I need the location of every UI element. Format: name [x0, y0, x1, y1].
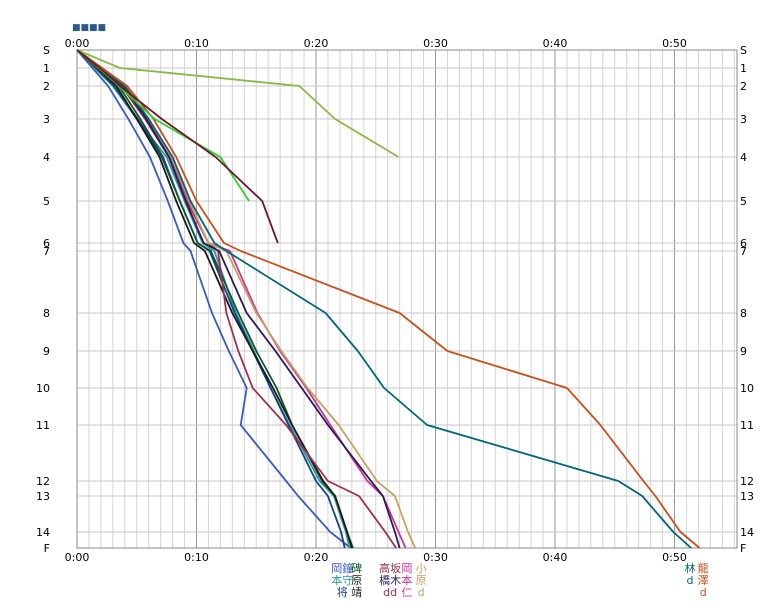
- finish-name-label: 岡鐘: [331, 561, 353, 575]
- y-tick-label-right: F: [740, 542, 746, 555]
- x-tick-label-top: 0:30: [423, 37, 448, 50]
- series-line-series-5: [76, 49, 353, 549]
- finish-name-label: 靖: [351, 586, 362, 599]
- y-tick-label-left: 4: [43, 151, 50, 164]
- finish-name-label: 本守: [331, 573, 353, 587]
- y-tick-label-left: 11: [36, 419, 50, 432]
- y-tick-label-left: 9: [43, 345, 50, 358]
- finish-name-label: 龍: [698, 561, 709, 575]
- x-tick-label-bottom: 0:10: [184, 551, 209, 564]
- series-line-series-1: [76, 49, 352, 549]
- y-tick-label-left: 6: [43, 237, 50, 250]
- x-tick-label-bottom: 0:30: [423, 551, 448, 564]
- y-tick-label-left: F: [44, 542, 50, 555]
- finish-name-label: 林: [685, 561, 696, 575]
- y-tick-label-right: 13: [740, 490, 754, 503]
- series-line-series-2: [76, 49, 351, 549]
- x-tick-label-top: 0:10: [184, 37, 209, 50]
- y-tick-label-left: 5: [43, 195, 50, 208]
- axis-layer: 0:00 0:00 0:10 0:10 0:20 0:20 0:30 0:30 0:40 0:40…: [36, 37, 754, 564]
- series-line-series-6: [76, 49, 397, 549]
- y-tick-label-left: 7: [43, 245, 50, 258]
- finish-name-label: 本: [401, 573, 412, 587]
- corner-label: ■■■■: [72, 23, 106, 33]
- finish-name-label: 橋木: [379, 573, 401, 587]
- finish-name-label: 小: [416, 562, 427, 575]
- y-tick-label-right: 8: [740, 307, 747, 320]
- y-tick-label-left: 8: [43, 307, 50, 320]
- y-tick-label-right: 9: [740, 345, 747, 358]
- x-tick-label-bottom: 0:20: [304, 551, 329, 564]
- x-tick-label-bottom: 0:00: [65, 551, 90, 564]
- y-tick-label-right: S: [740, 44, 747, 57]
- y-tick-label-right: 4: [740, 151, 747, 164]
- y-tick-label-right: 2: [740, 80, 747, 93]
- finish-name-label: 仁: [401, 586, 412, 599]
- finish-name-label: 澤: [698, 574, 709, 587]
- finish-name-label: d: [687, 574, 694, 587]
- x-tick-label-top: 0:40: [543, 37, 568, 50]
- y-tick-label-right: 14: [740, 526, 754, 539]
- series-line-series-14: [76, 49, 279, 244]
- y-tick-label-right: 6: [740, 237, 747, 250]
- y-tick-label-right: 3: [740, 113, 747, 126]
- y-tick-label-left: 12: [36, 475, 50, 488]
- x-tick-label-top: 0:00: [65, 37, 90, 50]
- x-tick-label-bottom: 0:40: [543, 551, 568, 564]
- y-tick-label-left: 1: [43, 62, 50, 75]
- finish-name-label: d: [418, 586, 425, 599]
- finish-name-label: dd: [383, 586, 397, 599]
- x-tick-label-bottom: 0:50: [662, 551, 687, 564]
- y-tick-label-right: 1: [740, 62, 747, 75]
- y-tick-label-left: 14: [36, 526, 50, 539]
- series-layer: [76, 49, 701, 549]
- x-tick-label-top: 0:20: [304, 37, 329, 50]
- series-line-series-9: [76, 49, 401, 549]
- x-tick-label-top: 0:50: [662, 37, 687, 50]
- y-tick-label-left: S: [43, 44, 50, 57]
- finish-name-label: 高坂: [379, 561, 401, 575]
- y-tick-label-right: 12: [740, 475, 754, 488]
- y-tick-label-right: 7: [740, 245, 747, 258]
- finish-name-label: 原: [351, 574, 362, 587]
- finish-name-label: d: [700, 586, 707, 599]
- y-tick-label-left: 2: [43, 80, 50, 93]
- series-line-series-12: [76, 49, 399, 158]
- y-tick-label-left: 13: [36, 490, 50, 503]
- plot-frame: [76, 49, 738, 549]
- finish-name-label: 碑: [351, 562, 362, 575]
- y-tick-label-left: 10: [36, 382, 50, 395]
- y-tick-label-left: 3: [43, 113, 50, 126]
- y-tick-label-right: 11: [740, 419, 754, 432]
- finish-name-label: 岡: [401, 562, 412, 575]
- y-tick-label-right: 10: [740, 382, 754, 395]
- finish-name-label: 原: [416, 574, 427, 587]
- finish-name-label: 将: [337, 586, 348, 599]
- y-tick-label-right: 5: [740, 195, 747, 208]
